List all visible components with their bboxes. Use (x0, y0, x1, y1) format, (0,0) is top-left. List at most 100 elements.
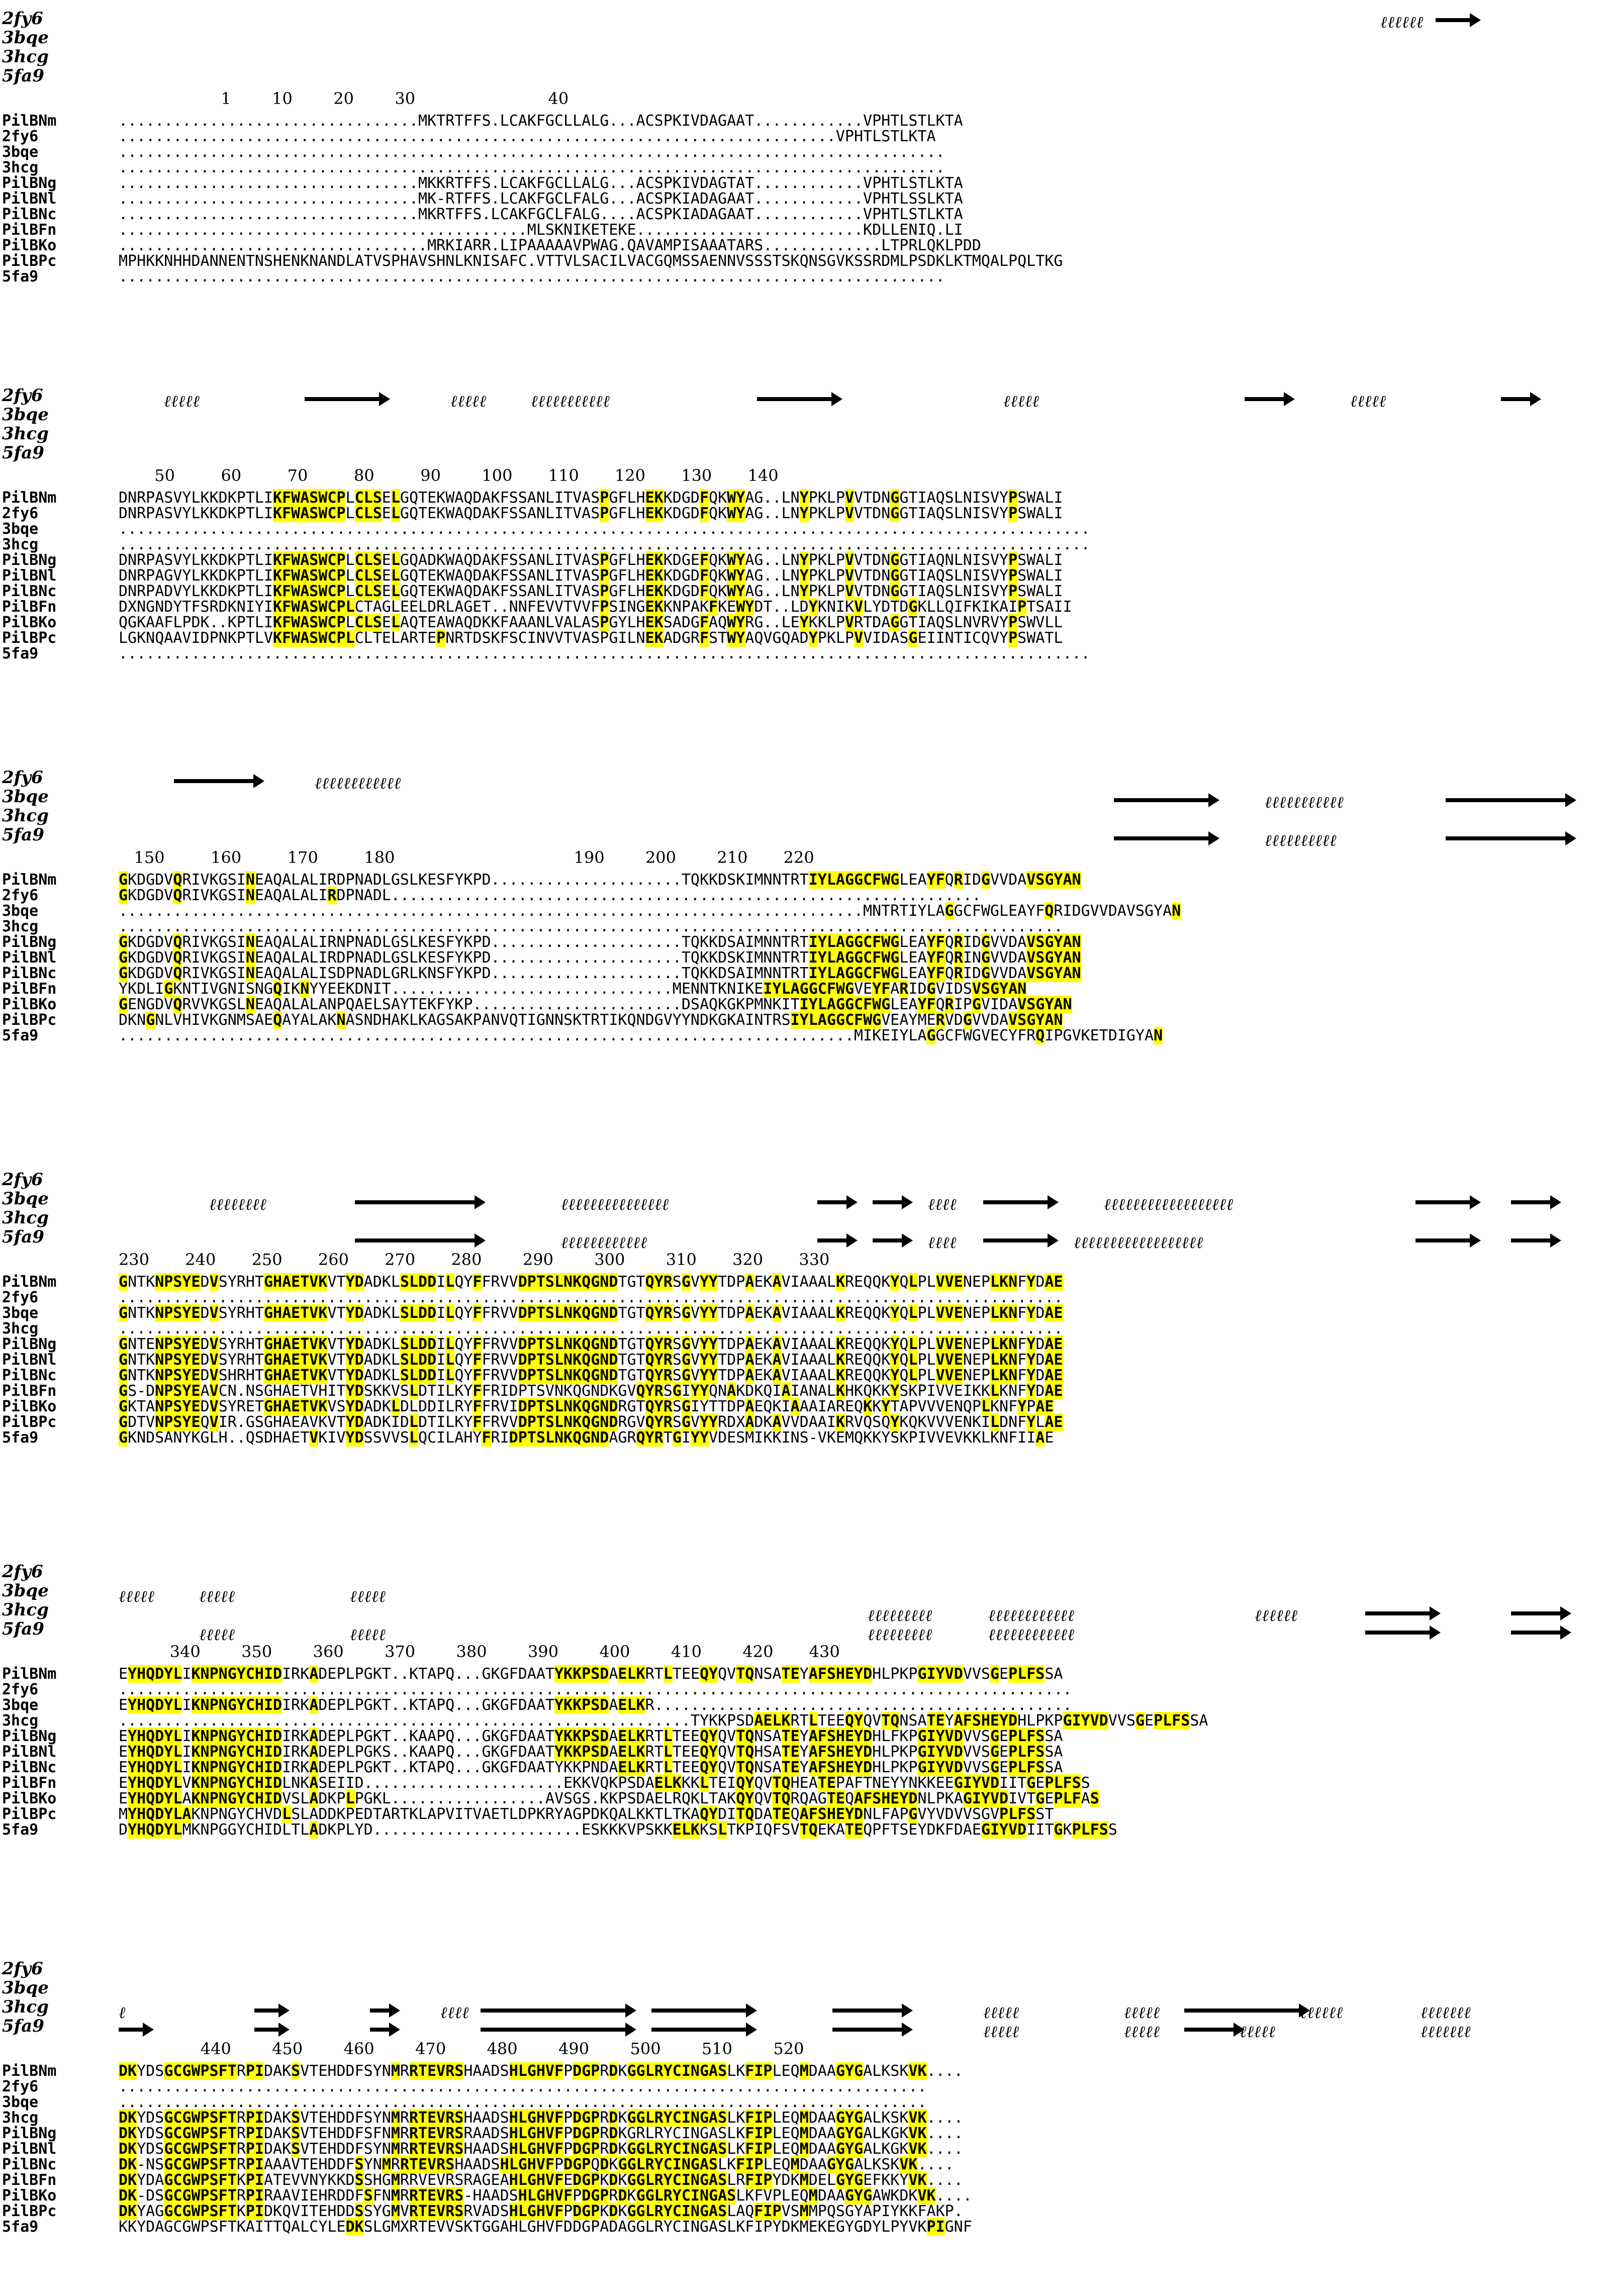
sequence-name: PilBKo (2, 614, 57, 631)
alpha-helix-coil: ℓℓℓℓℓℓℓℓℓ (868, 1625, 932, 1644)
sequence-name: PilBKo (2, 1398, 57, 1415)
alpha-helix-coil: ℓℓℓℓℓ (1350, 392, 1386, 411)
alpha-helix-coil: ℓℓℓℓℓℓℓℓℓℓℓℓ (988, 1625, 1075, 1644)
sequence-name: 3bqe (2, 902, 39, 920)
beta-strand-arrow (1114, 831, 1219, 845)
sequence-row: DKYDAGCGWPSFTKPIATEVVNYKKDSSHGMRRVEVRSRA… (119, 2171, 963, 2189)
sequence-name: 5fa9 (2, 1429, 39, 1447)
sequence-row: MYHQDYLAKNPNGYCHVDLSLADDKPEDTARTKLAPVITV… (119, 1805, 1054, 1823)
sequence-row: GKDGDVQRIVKGSINEAQALALIRDPNADL..........… (119, 887, 981, 904)
sequence-row: .................................MKTRTFF… (119, 112, 963, 130)
sequence-name: PilBNl (2, 567, 57, 585)
sequence-row: DKYDSGCGWPSFTRPIDAKSVTEHDDFSYNMRRTEVRSHA… (119, 2062, 963, 2080)
sequence-name: PilBKo (2, 996, 57, 1013)
alpha-helix-coil: ℓℓℓℓℓ (350, 1625, 386, 1644)
beta-strand-arrow (1365, 1625, 1441, 1640)
alpha-helix-coil: ℓℓℓℓℓℓℓℓℓℓℓℓℓℓℓℓℓℓ (1074, 1233, 1203, 1252)
alpha-helix-coil: ℓℓℓℓℓ (450, 392, 487, 411)
sequence-name: 5fa9 (2, 2218, 39, 2236)
structure-label: 5fa9 (2, 825, 44, 845)
sequence-name: PilBNg (2, 933, 57, 951)
structure-label: 5fa9 (2, 1619, 44, 1639)
structure-label: 5fa9 (2, 2016, 44, 2036)
sequence-name: PilBFn (2, 598, 57, 616)
alpha-helix-coil: ℓℓℓℓℓ (119, 1587, 155, 1606)
sequence-row: DKYDSGCGWPSFTRPIDAKSVTEHDDFSFNMRRTEVRSRA… (119, 2125, 963, 2142)
structure-label: 2fy6 (2, 1170, 43, 1190)
structure-label: 5fa9 (2, 1227, 44, 1247)
sequence-row: DNRPADVYLKKDKPTLIKFWASWCPLCLSELGQTEKWAQD… (119, 583, 1063, 600)
sequence-row: ........................................… (119, 1681, 1072, 1698)
beta-strand-arrow (1501, 392, 1541, 406)
alpha-helix-coil: ℓℓℓℓℓℓℓ (1421, 2022, 1471, 2041)
structure-label: 3bqe (2, 1581, 49, 1601)
sequence-row: DK-DSGCGWPSFTRPIRAAVIEHRDDFSFNMRRTEVRS-H… (119, 2187, 972, 2205)
alpha-helix-coil: ℓℓℓℓℓ (164, 392, 200, 411)
sequence-name: PilBFn (2, 980, 57, 998)
sequence-name: PilBNm (2, 871, 57, 889)
sequence-name: PilBPc (2, 1805, 57, 1823)
beta-strand-arrow (817, 1233, 858, 1248)
sequence-name: PilBNm (2, 1273, 57, 1291)
alpha-helix-coil: ℓℓℓℓℓ (983, 2022, 1019, 2041)
beta-strand-arrow (481, 2003, 636, 2018)
secondary-structure-track (119, 1962, 1601, 1982)
sequence-name: 2fy6 (2, 887, 39, 904)
sequence-name: PilBPc (2, 1413, 57, 1431)
alpha-helix-coil: ℓℓℓℓℓℓℓℓℓℓ (1265, 831, 1337, 850)
structure-label: 5fa9 (2, 66, 44, 86)
alpha-helix-coil: ℓℓℓℓ (928, 1233, 957, 1252)
sequence-row: GKNDSANYKGLH..QSDHAETVKIVYDSSVVSLQCILAHY… (119, 1429, 1054, 1447)
sequence-row: GNTKNPSYEDVSYRHTGHAETVKVTYDADKLSLDDILQYF… (119, 1351, 1063, 1369)
sequence-name: 3bqe (2, 143, 39, 161)
sequence-name: PilBPc (2, 629, 57, 647)
beta-strand-arrow (1415, 1195, 1481, 1209)
residue-number-ruler: 50 60 70 80 90 100 110 120 130 140 (119, 466, 779, 485)
alpha-helix-coil: ℓℓℓℓℓℓℓℓℓℓℓ (531, 392, 610, 411)
sequence-row: ........................................… (119, 1289, 1063, 1306)
alpha-helix-coil: ℓ (119, 2003, 126, 2022)
sequence-row: ........................................… (119, 268, 945, 285)
beta-strand-arrow (305, 392, 390, 406)
sequence-name: PilBNc (2, 583, 57, 600)
sequence-row: EYHQDYLIKNPNGYCHIDIRKADEPLPGKT..KTAPQ...… (119, 1665, 1063, 1683)
sequence-row: GENGDVQRVVKGSLNEAQALALANPQAELSAYTEKFYKP.… (119, 996, 1072, 1013)
sequence-name: 2fy6 (2, 1289, 39, 1306)
structure-label: 2fy6 (2, 9, 43, 29)
structure-label: 3hcg (2, 1208, 49, 1228)
sequence-row: GKDGDVQRIVKGSINEAQALALIRNPNADLGSLKESFYKP… (119, 933, 1081, 951)
secondary-structure-track: ℓℓℓℓℓℓℓℓℓ ℓℓℓℓℓℓℓℓℓℓℓℓ ℓℓℓℓℓℓ (119, 1603, 1601, 1623)
sequence-name: PilBNg (2, 551, 57, 569)
sequence-row: DYHQDYLMKNPGGYCHIDLTLADKPLYD............… (119, 1821, 1117, 1839)
sequence-row: GNTKNPSYEDVSYRHTGHAETVKVTYDADKLSLDDILQYF… (119, 1273, 1063, 1291)
sequence-name: PilBNc (2, 206, 57, 223)
sequence-row: GNTKNPSYEDVSYRHTGHAETVKVTYDADKLSLDDILQYF… (119, 1304, 1063, 1322)
sequence-name: 5fa9 (2, 1027, 39, 1044)
secondary-structure-track (119, 1211, 1601, 1231)
sequence-row: ........................................… (119, 918, 1063, 935)
sequence-name: PilBNc (2, 2156, 57, 2173)
sequence-name: PilBNc (2, 1759, 57, 1776)
sequence-name: PilBKo (2, 237, 57, 254)
sequence-row: ........................................… (119, 2093, 927, 2111)
structure-label: 3bqe (2, 1189, 49, 1209)
sequence-row: EYHQDYLIKNPNGYCHIDIRKADEPLPGKT..KTAPQ...… (119, 1759, 1063, 1776)
sequence-name: 5fa9 (2, 268, 39, 285)
sequence-row: GNTKNPSYEDVSHRHTGHAETVKVTYDADKLSLDDILQYF… (119, 1367, 1063, 1384)
beta-strand-arrow (817, 1195, 858, 1209)
sequence-name: 2fy6 (2, 505, 39, 522)
sequence-row: LGKNQAAVIDPNKPTLVKFWASWCPLCLTELARTEPNRTD… (119, 629, 1063, 647)
alpha-helix-coil: ℓℓℓℓℓ (1240, 2022, 1276, 2041)
sequence-row: QGKAAFLPDK..KPTLIKFWASWCPLCLSELAQTEAWAQD… (119, 614, 1063, 631)
sequence-name: 2fy6 (2, 128, 39, 145)
alpha-helix-coil: ℓℓℓℓℓℓℓℓℓℓℓℓℓℓℓ (561, 1195, 669, 1214)
beta-strand-arrow (355, 1195, 486, 1209)
beta-strand-arrow (1365, 1606, 1441, 1620)
secondary-structure-track (119, 1565, 1601, 1585)
sequence-name: PilBKo (2, 1790, 57, 1807)
sequence-name: 3hcg (2, 159, 39, 176)
secondary-structure-track: ℓℓℓℓℓℓℓℓ ℓℓℓℓℓℓℓℓℓℓℓℓℓℓℓ ℓℓℓℓ ℓℓℓℓℓℓℓℓℓℓℓℓℓ… (119, 1192, 1601, 1212)
alpha-helix-coil: ℓℓℓℓℓ (1003, 392, 1039, 411)
alpha-helix-coil: ℓℓℓℓℓ (983, 2003, 1019, 2022)
sequence-name: 3bqe (2, 520, 39, 538)
